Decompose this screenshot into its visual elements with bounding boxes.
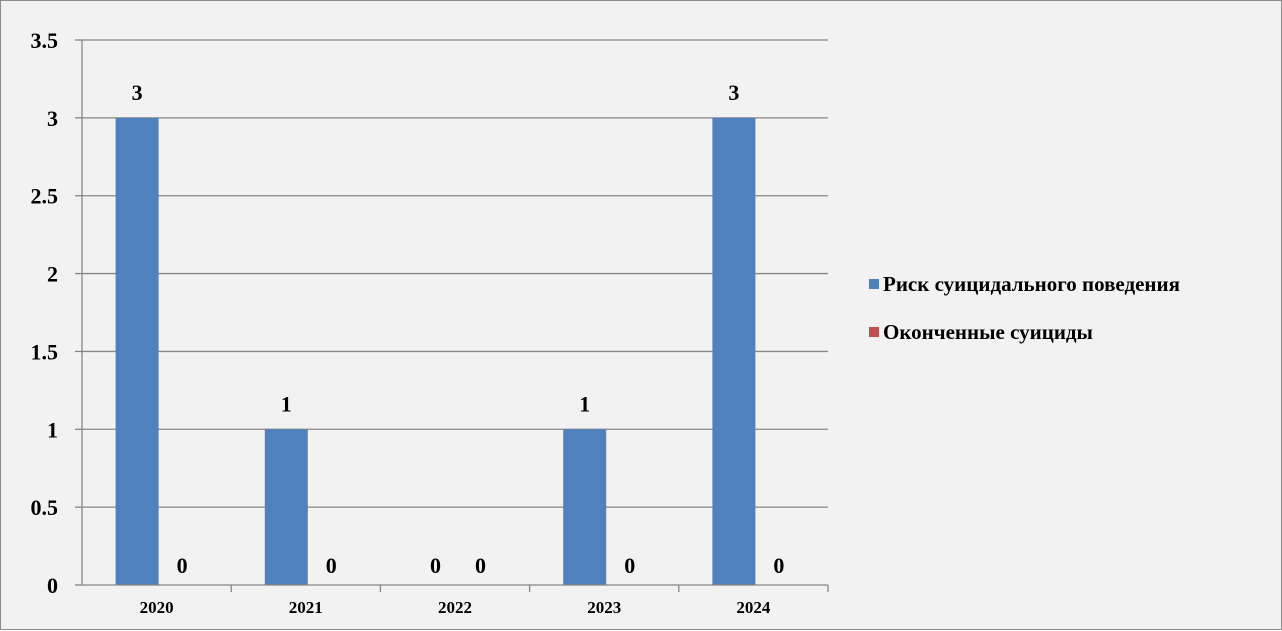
bar — [115, 117, 159, 585]
data-label: 1 — [281, 391, 292, 416]
y-tick-label: 2 — [47, 262, 58, 287]
data-label: 0 — [430, 553, 441, 578]
data-label: 0 — [177, 553, 188, 578]
x-tick-label: 2024 — [736, 598, 771, 617]
legend-label: Оконченные суициды — [883, 320, 1093, 344]
bar — [563, 429, 607, 585]
legend-swatch — [869, 327, 879, 337]
axes: 0 0.5 1 1.5 2 2.5 3 3.5 2020 2021 2022 2023 2024 — [31, 28, 829, 617]
legend-swatch — [869, 279, 879, 289]
bars — [115, 117, 756, 585]
y-tick-label: 3.5 — [31, 28, 59, 53]
data-label: 1 — [579, 391, 590, 416]
gridlines — [82, 39, 828, 508]
data-label: 0 — [773, 553, 784, 578]
data-label: 0 — [326, 553, 337, 578]
x-tick-label: 2022 — [438, 598, 472, 617]
legend: Риск суицидального поведения Оконченные с… — [869, 272, 1180, 344]
y-tick-label: 0.5 — [31, 495, 59, 520]
data-label: 3 — [132, 80, 143, 105]
data-labels: 3 0 1 0 0 0 1 0 3 0 — [132, 80, 785, 578]
data-label: 0 — [475, 553, 486, 578]
x-tick-label: 2023 — [587, 598, 621, 617]
data-label: 0 — [624, 553, 635, 578]
legend-label: Риск суицидального поведения — [883, 272, 1180, 296]
y-tick-label: 1 — [47, 417, 58, 442]
y-tick-label: 2.5 — [31, 184, 59, 209]
y-tick-label: 0 — [47, 573, 58, 598]
bar — [712, 117, 756, 585]
bar — [264, 429, 308, 585]
y-tick-label: 3 — [47, 106, 58, 131]
y-tick-label: 1.5 — [31, 339, 59, 364]
data-label: 3 — [728, 80, 739, 105]
x-tick-label: 2020 — [140, 598, 174, 617]
x-tick-label: 2021 — [289, 598, 323, 617]
